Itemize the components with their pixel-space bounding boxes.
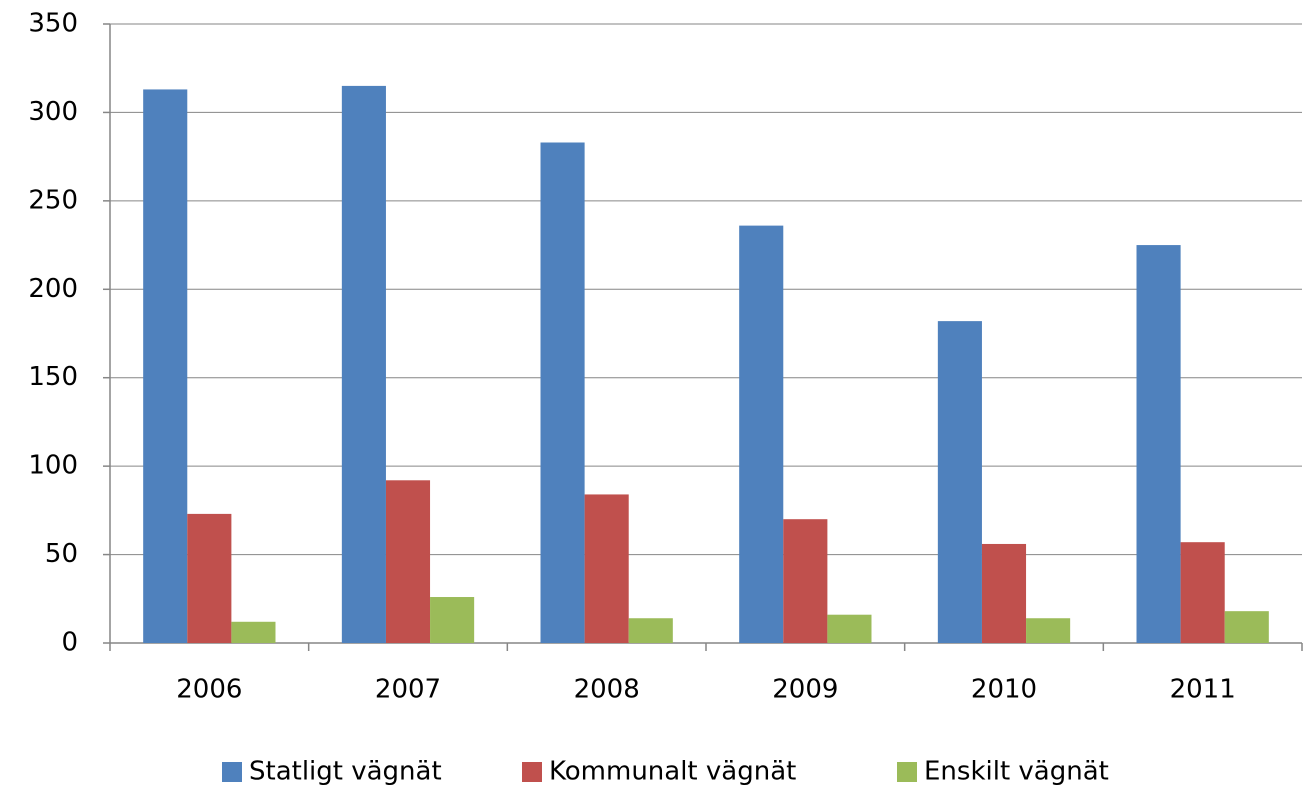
x-tick-label: 2009 [772,675,838,705]
x-tick-label: 2010 [971,675,1037,705]
y-tick-label: 0 [61,628,78,658]
bar [827,614,872,643]
bar [385,480,431,643]
x-tick-label: 2006 [176,675,242,705]
x-tick-label: 2011 [1170,675,1236,705]
legend-swatch [222,762,242,782]
y-tick-label: 100 [28,451,78,481]
legend-swatch [897,762,917,782]
legend-label: Statligt vägnät [249,757,442,787]
legend-label: Enskilt vägnät [924,757,1109,787]
y-tick-label: 300 [28,97,78,127]
bar [187,513,232,643]
legend-label: Kommunalt vägnät [549,757,796,787]
bar [584,494,629,643]
bar [1224,611,1269,643]
bar [783,519,828,643]
bar [628,618,673,643]
y-tick-label: 250 [28,185,78,215]
bar [540,142,585,643]
x-tick-label: 2007 [375,675,441,705]
bar [981,543,1027,643]
bar [937,321,982,643]
y-tick-label: 150 [28,362,78,392]
bar [1026,618,1071,643]
bar [341,85,386,643]
bar [143,89,188,644]
bar [1180,542,1225,643]
bar [231,621,276,643]
x-tick-label: 2008 [574,675,640,705]
bar [1136,245,1181,644]
legend-swatch [522,762,542,782]
y-tick-label: 350 [28,9,78,39]
bar [739,225,784,644]
y-tick-label: 200 [28,274,78,304]
bar [430,597,475,643]
y-tick-label: 50 [45,539,78,569]
